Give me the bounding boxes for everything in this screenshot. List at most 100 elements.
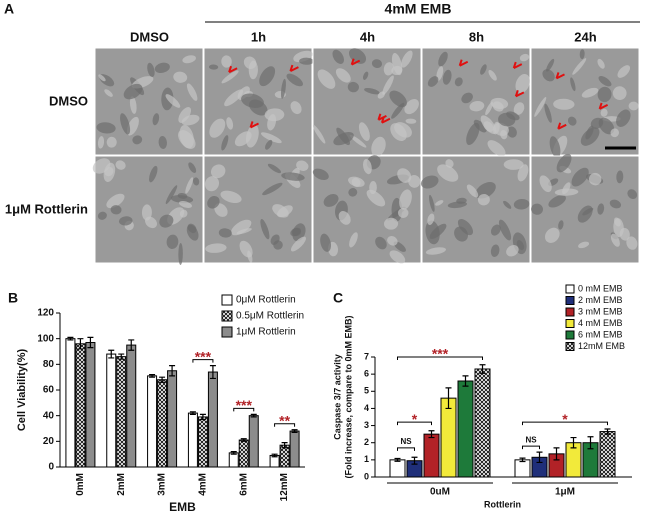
cell — [369, 180, 377, 195]
cell — [483, 121, 494, 132]
cell — [375, 236, 387, 250]
bar — [75, 343, 86, 468]
error-bar — [189, 411, 196, 415]
cell — [110, 205, 122, 215]
cell — [221, 55, 232, 68]
legend-swatch — [221, 326, 233, 338]
cell — [490, 97, 509, 109]
cell — [580, 127, 600, 146]
legend-swatch — [221, 310, 233, 322]
y-tick-label: 7 — [364, 351, 369, 361]
arrow — [380, 116, 391, 124]
cell — [554, 188, 579, 196]
cell — [239, 240, 253, 258]
cell — [567, 116, 577, 126]
error-bar — [553, 447, 560, 461]
cell — [435, 200, 444, 206]
panel-label: C — [333, 290, 343, 306]
cell — [498, 112, 516, 127]
cell — [469, 100, 485, 112]
cell — [226, 117, 234, 130]
bar — [187, 412, 198, 468]
cell — [442, 69, 452, 85]
bar — [167, 370, 178, 468]
significance-label: * — [412, 411, 418, 427]
x-axis-label: EMB — [169, 500, 196, 514]
cell — [436, 66, 444, 81]
cell — [193, 177, 200, 186]
x-tick-label: 12mM — [279, 473, 290, 501]
bar — [126, 344, 137, 468]
x-tick-label: 6mM — [238, 473, 249, 496]
error-bar — [519, 457, 526, 463]
bar — [289, 430, 300, 468]
cell — [280, 78, 286, 99]
cell — [534, 97, 547, 117]
cell — [572, 58, 587, 75]
cell — [132, 135, 143, 145]
cell — [445, 159, 454, 168]
y-tick-label: 0 — [364, 471, 369, 481]
error-bar — [128, 339, 135, 351]
cell — [186, 224, 199, 241]
cell — [204, 176, 220, 192]
x-tick-label: 0mM — [75, 473, 86, 496]
column-label: 24h — [574, 29, 596, 44]
cell — [597, 203, 605, 215]
cell — [141, 204, 152, 221]
bar — [228, 452, 239, 468]
legend-swatch — [565, 284, 575, 294]
error-bar — [77, 338, 84, 350]
cell — [503, 159, 524, 170]
cell — [628, 101, 639, 111]
significance-label: NS — [400, 437, 412, 446]
cell — [312, 124, 326, 144]
error-bar — [149, 374, 156, 378]
cell — [178, 200, 192, 208]
cell — [177, 193, 188, 199]
cell — [182, 55, 196, 64]
cell — [323, 193, 339, 207]
row-label: 1μM Rottlerin — [5, 201, 88, 216]
cell — [383, 62, 394, 76]
bar — [474, 368, 491, 478]
arrow — [289, 64, 299, 73]
arrow — [228, 65, 238, 74]
cell — [178, 107, 192, 123]
significance-bracket — [522, 421, 608, 426]
cell — [544, 103, 552, 123]
cell — [582, 207, 594, 216]
cell — [627, 189, 638, 200]
cell — [97, 211, 107, 220]
cell — [166, 234, 179, 249]
bar — [238, 439, 249, 468]
cell — [118, 216, 133, 226]
cell — [454, 77, 463, 87]
cell — [332, 49, 345, 64]
cell — [152, 113, 160, 126]
cell — [265, 139, 273, 150]
cell — [221, 70, 239, 84]
panel-label: A — [4, 1, 14, 17]
cell — [517, 164, 529, 182]
error-bar — [570, 436, 577, 449]
error-bar — [479, 364, 486, 374]
cell — [490, 224, 501, 236]
legend-swatch — [565, 330, 575, 340]
cell — [487, 140, 506, 157]
cell — [427, 213, 435, 225]
cell — [123, 83, 143, 100]
bar — [106, 353, 117, 468]
arrow — [249, 121, 259, 129]
cell — [466, 184, 479, 198]
cell — [349, 232, 358, 248]
bar — [440, 397, 457, 478]
cell — [490, 244, 500, 257]
cell — [389, 250, 406, 264]
cell — [408, 175, 421, 188]
error-bar — [108, 349, 115, 359]
cell — [513, 199, 530, 210]
cell — [609, 199, 622, 209]
bar — [197, 416, 208, 468]
cell — [397, 208, 409, 218]
